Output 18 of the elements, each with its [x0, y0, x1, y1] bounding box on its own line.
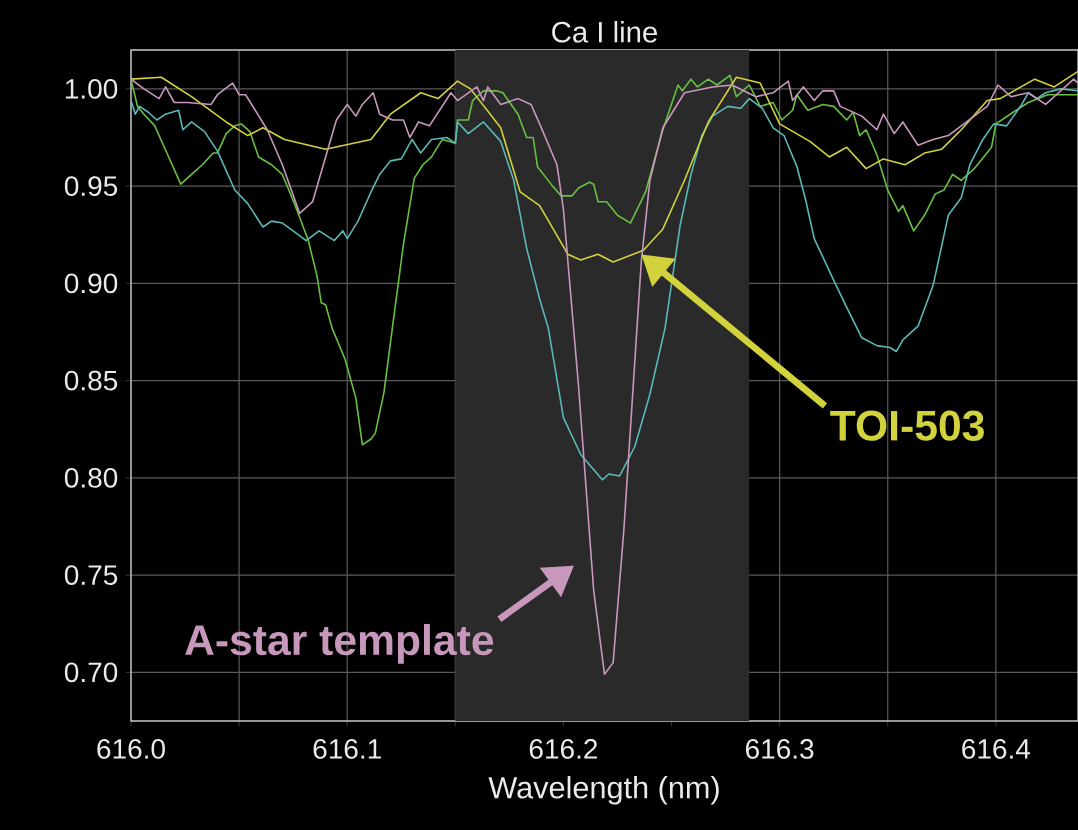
chart-title: Ca I line [552, 21, 657, 43]
x-tick-label: 616.4 [962, 739, 1031, 759]
y-tick-label: 0.80 [64, 467, 118, 488]
line-series [131, 70, 1078, 263]
y-tick-label: 0.90 [64, 273, 118, 294]
x-tick-label: 616.2 [529, 739, 598, 759]
x-tick-label: 616.1 [313, 739, 381, 759]
legend-label: A-star template [185, 623, 494, 664]
y-tick-label: 0.95 [64, 176, 118, 197]
x-tick-label: 616.3 [746, 739, 814, 759]
line-series [131, 78, 1078, 676]
y-tick-label: 1.00 [65, 78, 118, 99]
x-axis-title: Wavelength (nm) [488, 776, 719, 805]
y-tick-label: 0.70 [64, 662, 118, 683]
y-tick-label: 0.85 [64, 370, 118, 391]
x-tick-label: 616.0 [97, 739, 165, 759]
text: TOI-503 [830, 410, 984, 441]
y-tick-label: 0.75 [64, 565, 118, 586]
